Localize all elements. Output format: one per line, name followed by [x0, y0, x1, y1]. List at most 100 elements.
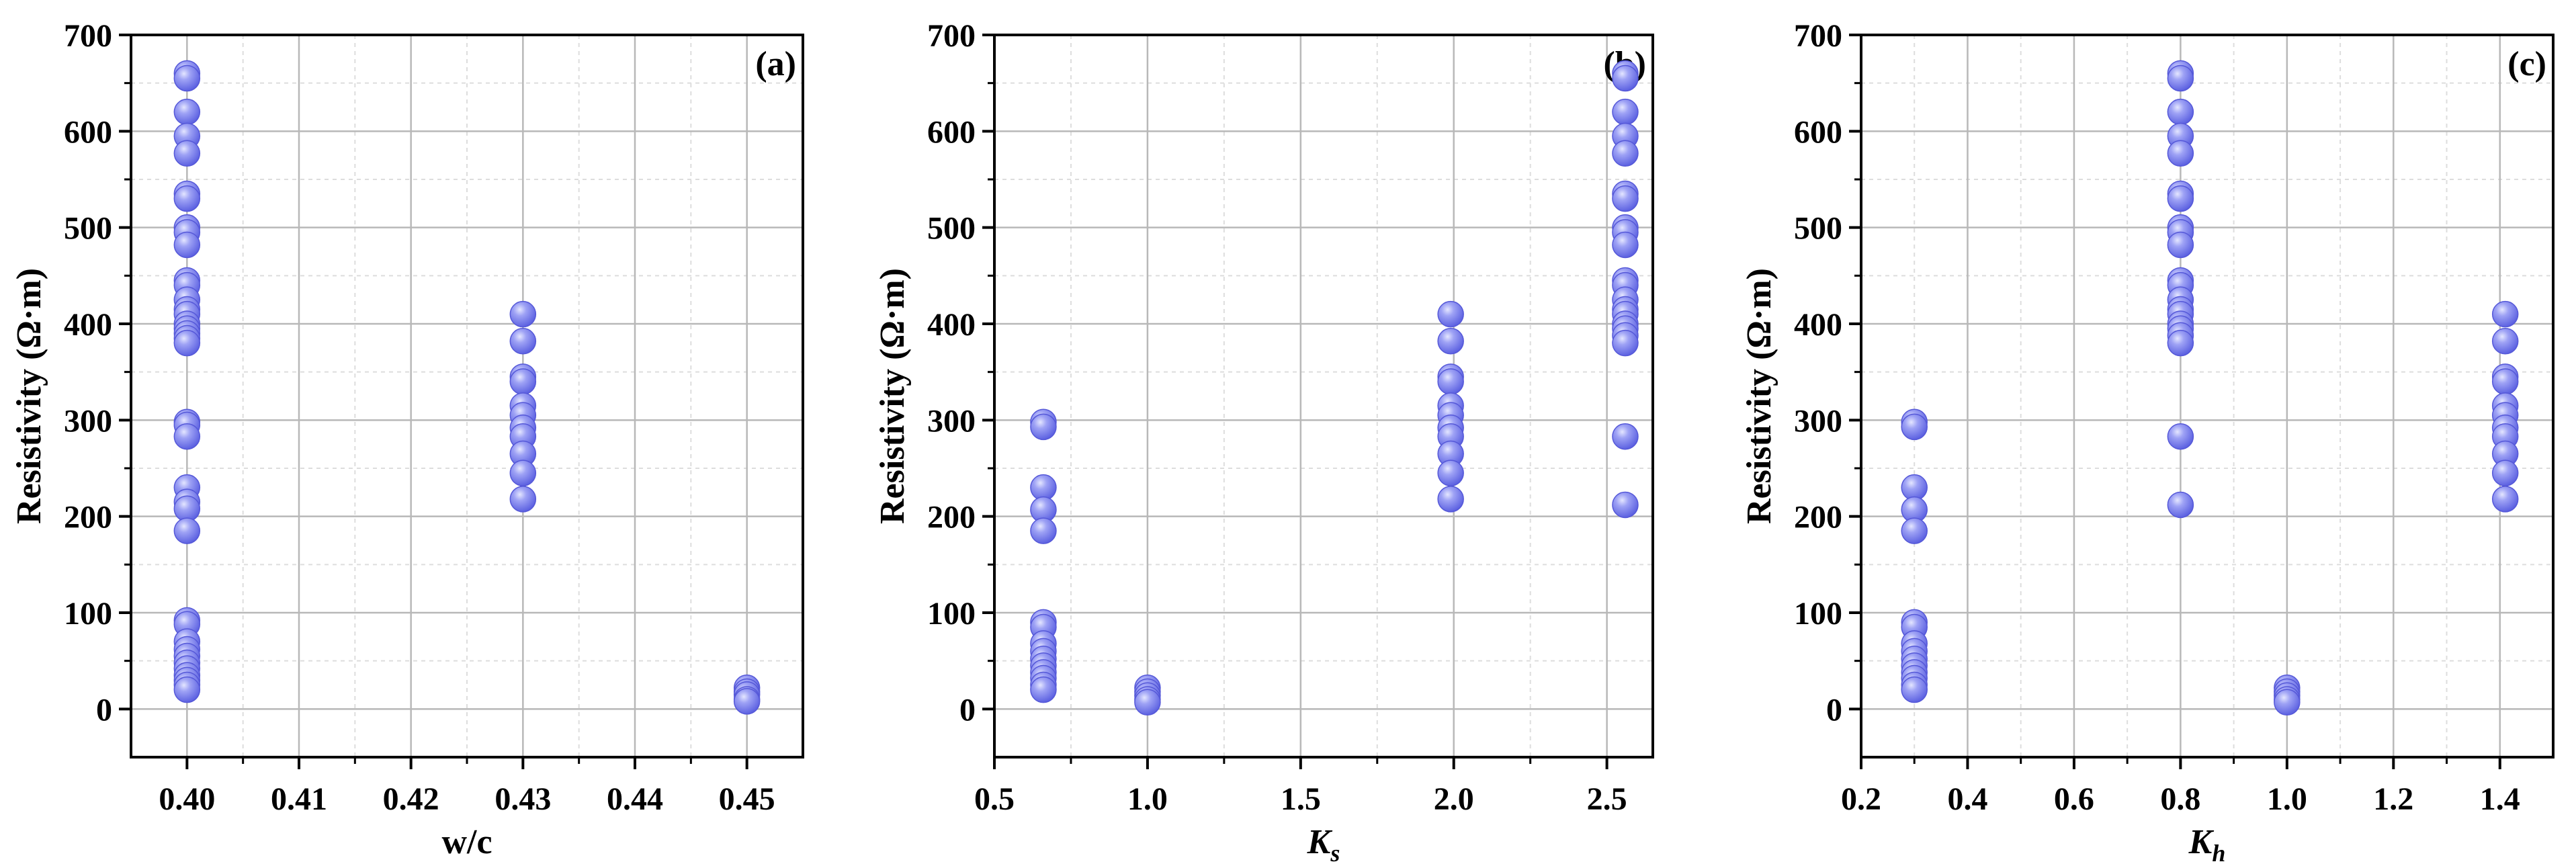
- data-point: [173, 64, 201, 92]
- x-axis-label: Kh: [2188, 823, 2226, 867]
- y-tick-label: 600: [927, 114, 976, 150]
- data-point: [1612, 64, 1639, 92]
- data-point: [509, 328, 537, 355]
- y-tick-label: 300: [64, 403, 112, 439]
- x-axis-label-subscript: s: [1330, 840, 1340, 867]
- data-point: [173, 676, 201, 703]
- data-point: [1612, 329, 1639, 357]
- data-point: [2167, 140, 2194, 167]
- y-tick-label: 700: [1794, 18, 1842, 54]
- chart-panel-1: 0.40 0.41 0.42 0.43 0.44 0.45 0 100 200 300 400 500…: [10, 18, 804, 861]
- data-point: [2491, 368, 2519, 395]
- y-tick-label: 500: [1794, 211, 1842, 247]
- y-tick-label: 400: [927, 307, 976, 343]
- y-tick-label: 0: [959, 692, 976, 728]
- plot-frame: [993, 34, 1654, 758]
- plot-frame: [1860, 34, 2554, 758]
- data-point: [1437, 486, 1464, 513]
- data-point: [2491, 460, 2519, 486]
- data-point: [1612, 491, 1639, 519]
- x-tick-label: 1.0: [2267, 781, 2307, 817]
- data-point: [1612, 231, 1639, 259]
- data-point: [173, 423, 201, 450]
- x-axis-label-main: K: [2188, 823, 2215, 861]
- y-tick-label: 100: [1794, 596, 1842, 632]
- x-tick-label: 1.4: [2480, 781, 2520, 817]
- data-point: [1901, 517, 1928, 544]
- data-point: [2491, 486, 2519, 513]
- data-point: [509, 486, 537, 513]
- x-tick-label: 1.5: [1281, 781, 1321, 817]
- y-tick-label: 200: [1794, 500, 1842, 535]
- chart-panel-2: 0.5 1.0 1.5 2.0 2.5 0 100 200 300 400 500 600 700 Res…: [873, 18, 1654, 867]
- y-tick-label: 400: [64, 307, 112, 343]
- data-point: [2167, 491, 2194, 519]
- data-point: [2274, 689, 2301, 716]
- data-point: [1437, 460, 1464, 486]
- y-tick-label: 0: [1826, 692, 1842, 728]
- data-point: [1437, 368, 1464, 395]
- data-point: [2491, 300, 2519, 328]
- chart-panel-3: 0.2 0.4 0.6 0.8 1.0 1.2 1.4 0 100 200 300 400 500 600…: [1740, 18, 2554, 867]
- data-point: [1134, 689, 1161, 716]
- x-tick-label: 0.41: [271, 781, 327, 817]
- x-tick-label: 0.42: [383, 781, 439, 817]
- data-point: [173, 517, 201, 544]
- data-point: [1437, 300, 1464, 328]
- data-point: [1030, 517, 1057, 544]
- data-point: [173, 329, 201, 357]
- x-tick-label: 1.0: [1127, 781, 1168, 817]
- x-tick-label: 0.8: [2160, 781, 2200, 817]
- y-tick-label: 100: [64, 596, 112, 632]
- data-point: [509, 368, 537, 395]
- y-tick-label: 600: [64, 114, 112, 150]
- data-point: [173, 231, 201, 259]
- y-tick-label: 0: [96, 692, 112, 728]
- data-points: [173, 60, 761, 715]
- y-tick-label: 300: [927, 403, 976, 439]
- data-point: [1612, 140, 1639, 167]
- data-point: [173, 98, 201, 126]
- data-point: [1612, 185, 1639, 212]
- y-tick-label: 700: [927, 18, 976, 54]
- x-tick-label: 0.40: [159, 781, 215, 817]
- y-tick-label: 700: [64, 18, 112, 54]
- x-tick-label: 0.6: [2054, 781, 2094, 817]
- data-point: [2167, 423, 2194, 450]
- data-point: [1030, 413, 1057, 441]
- data-point: [2167, 185, 2194, 212]
- data-points: [1901, 60, 2519, 716]
- x-axis-label-main: K: [1307, 823, 1333, 861]
- x-tick-label: 0.2: [1841, 781, 1881, 817]
- x-tick-label: 2.5: [1587, 781, 1627, 817]
- panel-label: (c): [2507, 45, 2546, 83]
- data-point: [2167, 64, 2194, 92]
- y-tick-label: 500: [64, 211, 112, 247]
- y-tick-label: 600: [1794, 114, 1842, 150]
- y-axis-label: Resistivity (Ω·m): [1740, 268, 1778, 524]
- x-tick-label: 0.5: [974, 781, 1015, 817]
- data-point: [1612, 423, 1639, 450]
- data-point: [2491, 328, 2519, 355]
- data-point: [1612, 98, 1639, 126]
- data-point: [1437, 328, 1464, 355]
- x-tick-label: 2.0: [1434, 781, 1474, 817]
- x-tick-label: 0.43: [495, 781, 551, 817]
- panel-label: (a): [755, 45, 796, 83]
- y-tick-label: 500: [927, 211, 976, 247]
- data-point: [173, 140, 201, 167]
- x-tick-label: 1.2: [2373, 781, 2413, 817]
- x-tick-label: 0.4: [1947, 781, 1987, 817]
- x-axis-label: w/c: [441, 823, 492, 861]
- data-point: [509, 300, 537, 328]
- data-point: [173, 185, 201, 212]
- x-axis-label: Ks: [1307, 823, 1340, 867]
- y-axis-label: Resistivity (Ω·m): [873, 268, 912, 524]
- y-tick-label: 100: [927, 596, 976, 632]
- x-tick-label: 0.45: [719, 781, 775, 817]
- data-point: [2167, 329, 2194, 357]
- data-point: [1901, 413, 1928, 441]
- y-tick-label: 200: [927, 500, 976, 535]
- y-tick-label: 200: [64, 500, 112, 535]
